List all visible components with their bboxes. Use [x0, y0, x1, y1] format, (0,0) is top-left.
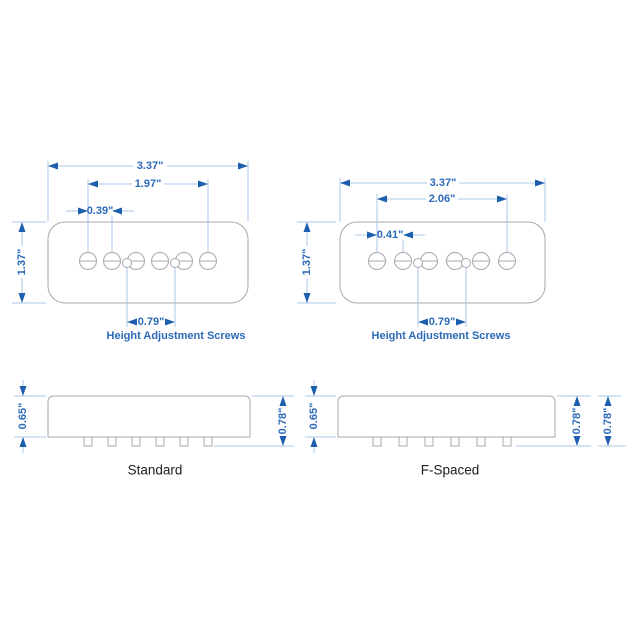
arrowhead-down-icon [310, 386, 318, 396]
arrowhead-right-icon [456, 318, 466, 326]
pickup-body-outline [47, 395, 251, 438]
height-adjustment-screws [122, 258, 180, 268]
arrowhead-up-icon [279, 396, 287, 406]
arrowhead-left-icon [88, 180, 98, 188]
dimension-adjust-screw-spacing: 0.79" [127, 316, 175, 328]
height-adjustment-screw-icon [413, 258, 423, 268]
caption-f-spaced: F-Spaced [421, 463, 480, 478]
caption-standard: Standard [128, 463, 183, 478]
dimension-label: 0.65" [17, 403, 29, 430]
arrowhead-right-icon [535, 179, 545, 187]
dimension-label: 0.78" [277, 408, 289, 435]
arrowhead-down-icon [18, 293, 26, 303]
dimension-overall-height: 0.78" [516, 395, 591, 447]
arrowhead-left-icon [340, 179, 350, 187]
dimension-cover-height: 1.37" [16, 222, 28, 303]
dimension-label: 3.37" [137, 160, 164, 172]
pole-screw-tips [372, 436, 512, 447]
f-spaced-side-view: 0.65" 0.78" 0.78" F-Spaced [305, 380, 626, 478]
screw-tip [155, 436, 165, 447]
arrowhead-left-icon [112, 207, 122, 215]
standard-top-view: 3.37" 1.97" 0.39" 1.37" [12, 160, 249, 342]
dimension-cover-width: 3.37" [340, 177, 545, 189]
screw-tip [502, 436, 512, 447]
standard-side-view: 0.65" 0.78" Standard [14, 380, 294, 478]
dimension-label: 0.39" [87, 205, 114, 217]
dimension-overall-height-right: 0.78" [598, 395, 626, 447]
arrowhead-up-icon [303, 222, 311, 232]
dimension-adjust-screw-spacing: 0.79" [418, 316, 466, 328]
dimension-label: 0.78" [571, 408, 583, 435]
arrowhead-right-icon [78, 207, 88, 215]
height-adjustment-screws [413, 258, 471, 268]
dimension-label: 3.37" [430, 177, 457, 189]
dimension-pole-spacing: 0.39" [66, 205, 134, 217]
arrowhead-left-icon [377, 195, 387, 203]
height-adjustment-screws-note: Height Adjustment Screws [372, 330, 511, 342]
screw-tip [476, 436, 486, 447]
pole-screw-tips [83, 436, 213, 447]
height-adjustment-screw-icon [122, 258, 132, 268]
arrowhead-left-icon [418, 318, 428, 326]
dimension-label: 0.78" [602, 408, 614, 435]
dimension-label: 2.06" [429, 193, 456, 205]
pole-screws [368, 252, 516, 270]
dimension-label: 1.97" [135, 178, 162, 190]
arrowhead-up-icon [19, 437, 27, 447]
arrowhead-up-icon [18, 222, 26, 232]
dimension-label: 1.37" [301, 249, 313, 276]
pickup-body-outline [337, 395, 556, 438]
screw-tip [131, 436, 141, 447]
arrowhead-up-icon [573, 396, 581, 406]
arrowhead-down-icon [19, 386, 27, 396]
dimension-pole-span: 1.97" [88, 178, 208, 190]
arrowhead-right-icon [238, 162, 248, 170]
arrowhead-down-icon [279, 436, 287, 446]
screw-tip [179, 436, 189, 447]
pickup-cover-outline [339, 221, 546, 304]
screw-tip [203, 436, 213, 447]
dimension-label: 0.65" [308, 403, 320, 430]
dimension-label: 1.37" [16, 249, 28, 276]
arrowhead-right-icon [497, 195, 507, 203]
dimension-label: 0.41" [377, 229, 404, 241]
screw-tip [107, 436, 117, 447]
arrowhead-left-icon [127, 318, 137, 326]
arrowhead-up-icon [310, 437, 318, 447]
dimension-label: 0.79" [429, 316, 456, 328]
screw-tip [83, 436, 93, 447]
arrowhead-right-icon [198, 180, 208, 188]
dimension-body-height: 0.65" [305, 380, 336, 453]
arrowhead-down-icon [303, 293, 311, 303]
height-adjustment-screws-note: Height Adjustment Screws [107, 330, 246, 342]
dimension-cover-width: 3.37" [48, 160, 248, 172]
screw-tip [450, 436, 460, 447]
dimension-body-height: 0.65" [14, 380, 46, 453]
dimension-label: 0.79" [138, 316, 165, 328]
screw-tip [424, 436, 434, 447]
arrowhead-left-icon [48, 162, 58, 170]
height-adjustment-screw-icon [461, 258, 471, 268]
arrowhead-down-icon [573, 436, 581, 446]
arrowhead-down-icon [604, 436, 612, 446]
f-spaced-top-view: 3.37" 2.06" 0.41" 1.37" [297, 177, 546, 342]
arrowhead-right-icon [367, 231, 377, 239]
height-adjustment-screw-icon [170, 258, 180, 268]
dimension-pole-spacing: 0.41" [355, 229, 425, 241]
dimension-overall-height: 0.78" [214, 395, 294, 447]
screw-tip [372, 436, 382, 447]
dimension-pole-span: 2.06" [377, 193, 507, 205]
arrowhead-left-icon [403, 231, 413, 239]
screw-tip [398, 436, 408, 447]
pickup-cover-outline [47, 221, 249, 304]
arrowhead-right-icon [165, 318, 175, 326]
dimension-cover-height: 1.37" [301, 222, 313, 303]
arrowhead-up-icon [604, 396, 612, 406]
